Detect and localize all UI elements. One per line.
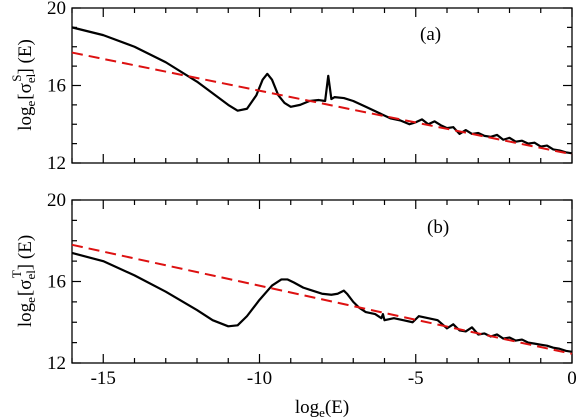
x-tick-label: -5 [408,368,424,389]
y-tick-label: 12 [47,353,66,374]
panel-b-ylabel-close: ] (E) [15,235,36,270]
panel-b-label: (b) [427,217,449,238]
y-tick-label: 20 [47,190,66,211]
panel-a-label: (a) [420,24,441,45]
y-tick-label: 20 [47,0,66,19]
x-tick-label: -10 [247,368,272,389]
panel-a-ylabel-close: ] (E) [15,39,36,74]
panel-b-ylabel-sub2: el [23,270,38,280]
panel-b-dashed-fit-line [71,243,573,355]
panel-b-solid-curve [71,251,573,353]
xlabel-suffix: (E) [325,397,349,418]
panel-b-ticks: -15 -10 -5 0 12 16 20 [47,190,577,389]
panel-b-ylabel-sub: e [23,297,38,303]
xlabel-sub: e [319,405,325,419]
panel-a-ticks: 12 16 20 [47,0,573,174]
panel-b-ylabel-open: [σ [15,280,36,297]
x-tick-label: 0 [567,368,577,389]
panel-a-ylabel-sup: S [9,75,24,82]
panel-b-ylabel-sup: T [9,270,24,278]
panel-a: 12 16 20 (a) loge[σelS] (E) [9,0,573,174]
x-tick-label: -15 [91,368,116,389]
panel-a-ylabel-sub: e [23,101,38,107]
y-tick-label: 12 [47,153,66,174]
xlabel-prefix: log [295,397,320,418]
panel-b-ylabel-prefix: log [15,302,36,327]
panel-a-ylabel-prefix: log [15,106,36,131]
panel-a-ylabel-open: [σ [15,83,36,100]
x-axis-label: loge(E) [295,397,349,419]
y-tick-label: 16 [47,272,66,293]
panel-b-y-axis-label: loge[σelT] (E) [9,235,38,327]
panel-a-ylabel-sub2: el [23,73,38,83]
panel-a-dashed-fit-line [71,51,573,156]
panel-a-y-axis-label: loge[σelS] (E) [9,39,38,131]
y-tick-label: 16 [47,76,66,97]
panel-a-solid-curve [71,26,573,155]
